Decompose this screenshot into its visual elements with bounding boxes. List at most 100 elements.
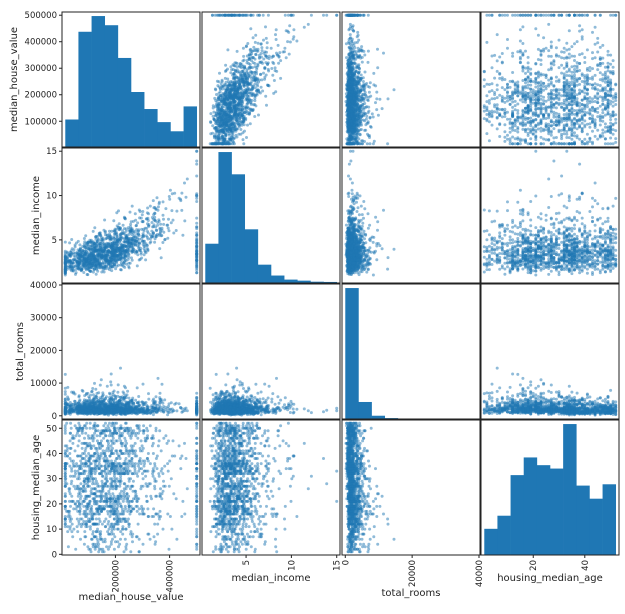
scatter-point	[583, 113, 587, 117]
scatter-point	[347, 63, 351, 67]
scatter-point	[253, 65, 257, 69]
scatter-point	[253, 99, 257, 103]
scatter-point	[292, 35, 296, 39]
scatter-point	[609, 13, 613, 17]
scatter-point	[487, 90, 491, 94]
scatter-point	[524, 93, 527, 97]
scatter-point	[526, 75, 530, 79]
scatter-point	[518, 116, 522, 120]
scatter-point	[214, 111, 218, 115]
scatter-point	[360, 139, 364, 143]
scatter-point	[511, 121, 515, 125]
scatter-point	[378, 97, 382, 101]
scatter-point	[281, 50, 285, 54]
scatter-point	[513, 142, 517, 146]
scatter-point	[487, 83, 491, 86]
scatter-point	[544, 74, 548, 78]
scatter-point	[560, 102, 564, 105]
scatter-point	[218, 86, 222, 90]
scatter-point	[112, 219, 116, 223]
scatter-point	[573, 70, 576, 74]
scatter-point	[518, 142, 522, 146]
scatter-point	[596, 115, 600, 119]
scatter-point	[547, 54, 551, 58]
scatter-point	[567, 56, 571, 60]
scatter-point	[359, 104, 363, 108]
scatter-point	[257, 113, 260, 117]
scatter-point	[606, 89, 610, 93]
scatter-point	[482, 104, 486, 108]
scatter-point	[259, 42, 263, 46]
scatter-point	[524, 86, 527, 90]
scatter-point	[583, 56, 587, 59]
scatter-point	[614, 82, 618, 86]
scatter-point	[291, 13, 295, 17]
scatter-point	[221, 96, 224, 100]
scatter-point	[562, 66, 566, 70]
scatter-point	[524, 130, 527, 134]
scatter-point	[134, 224, 138, 227]
scatter-point	[542, 81, 546, 85]
scatter-point	[549, 142, 553, 146]
scatter-point	[63, 240, 67, 244]
scatter-point	[575, 69, 579, 73]
scatter-point	[585, 111, 589, 115]
scatter-point	[217, 125, 221, 129]
scatter-point	[539, 91, 543, 94]
scatter-point	[603, 122, 607, 126]
scatter-point	[580, 140, 584, 143]
scatter-point	[247, 53, 251, 57]
scatter-point	[570, 134, 574, 138]
scatter-point	[367, 90, 371, 94]
scatter-point	[567, 97, 571, 101]
scatter-point	[601, 86, 605, 90]
scatter-point	[348, 56, 352, 60]
scatter-point	[267, 54, 271, 58]
scatter-point	[274, 33, 277, 37]
scatter-point	[359, 109, 362, 113]
scatter-point	[596, 83, 600, 87]
scatter-point	[570, 74, 574, 78]
scatter-point	[601, 108, 605, 112]
scatter-point	[322, 13, 325, 17]
scatter-point	[229, 139, 233, 143]
scatter-point	[588, 117, 592, 121]
scatter-point	[485, 40, 489, 44]
scatter-point	[508, 139, 512, 143]
scatter-point	[534, 81, 538, 85]
scatter-point	[591, 97, 594, 101]
scatter-point	[542, 99, 546, 103]
scatter-point	[195, 221, 199, 225]
scatter-point	[570, 83, 574, 86]
scatter-point	[232, 72, 236, 76]
scatter-point	[347, 45, 351, 49]
scatter-point	[506, 13, 509, 17]
scatter-point	[521, 87, 525, 91]
scatter-point	[583, 142, 587, 146]
scatter-point	[544, 13, 548, 17]
scatter-point	[148, 204, 152, 208]
scatter-point	[335, 13, 339, 17]
scatter-point	[518, 122, 522, 126]
scatter-point	[357, 82, 361, 86]
scatter-point	[529, 71, 533, 75]
scatter-point	[195, 159, 199, 163]
scatter-point	[583, 74, 587, 78]
scatter-point	[614, 103, 618, 106]
scatter-point	[588, 66, 592, 69]
scatter-point	[609, 130, 613, 134]
scatter-point	[531, 112, 535, 116]
scatter-point	[557, 98, 561, 102]
scatter-point	[241, 138, 245, 142]
scatter-point	[153, 240, 157, 244]
scatter-point	[233, 96, 237, 100]
scatter-point	[375, 90, 379, 94]
scatter-point	[232, 112, 236, 116]
scatter-point	[596, 68, 600, 72]
scatter-point	[250, 70, 254, 74]
scatter-point	[578, 24, 582, 28]
scatter-point	[363, 53, 367, 57]
scatter-point	[355, 139, 359, 143]
scatter-point	[513, 89, 517, 93]
scatter-point	[516, 142, 520, 146]
